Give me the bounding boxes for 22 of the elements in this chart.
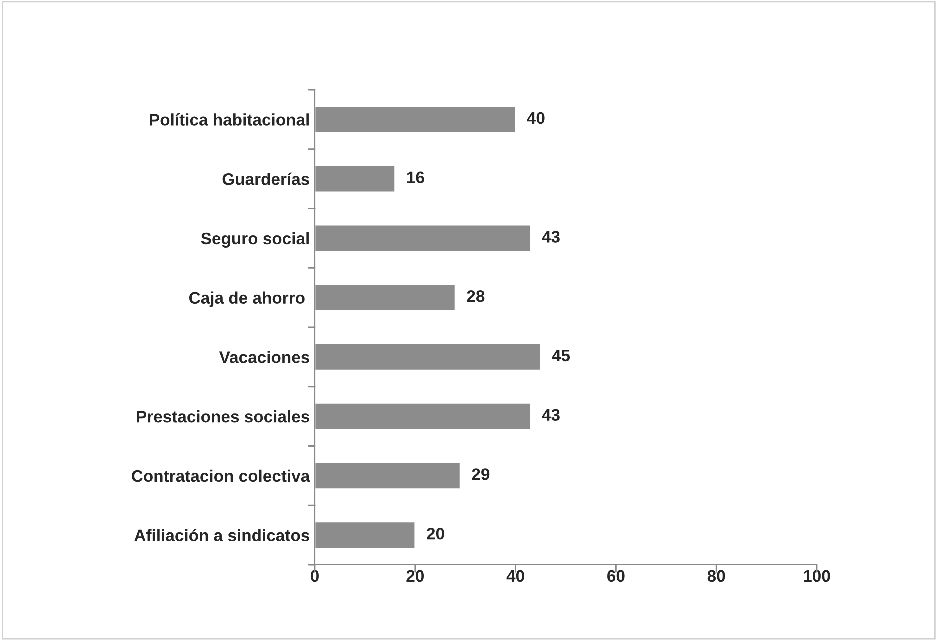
y-tick-label: Seguro social (201, 232, 309, 248)
y-tick-label: Afiliación a sindicatos (134, 529, 310, 542)
data-label: 28 (467, 290, 485, 302)
x-tick-label: 0 (311, 570, 319, 582)
y-tick-label: Vacaciones (219, 351, 310, 364)
data-label: 43 (542, 231, 560, 243)
y-tick-label: Contratacion colectiva (132, 470, 310, 482)
data-label: 43 (542, 409, 560, 422)
y-tick-label: Política habitacional (150, 114, 309, 126)
x-tick-label: 20 (406, 570, 424, 582)
data-label: 16 (407, 172, 424, 184)
y-tick-label: Guarderías (222, 172, 310, 186)
data-label: 45 (552, 350, 570, 362)
data-label: 29 (472, 468, 490, 480)
x-tick-label: 80 (708, 570, 726, 582)
y-tick-label: Caja de ahorro (190, 292, 305, 308)
y-tick-label: Prestaciones sociales (137, 410, 310, 423)
x-tick-label: 100 (804, 570, 830, 582)
data-label: 40 (527, 112, 545, 124)
x-tick-label: 40 (506, 570, 524, 582)
x-tick-label: 60 (608, 570, 625, 582)
data-label: 20 (427, 528, 444, 540)
